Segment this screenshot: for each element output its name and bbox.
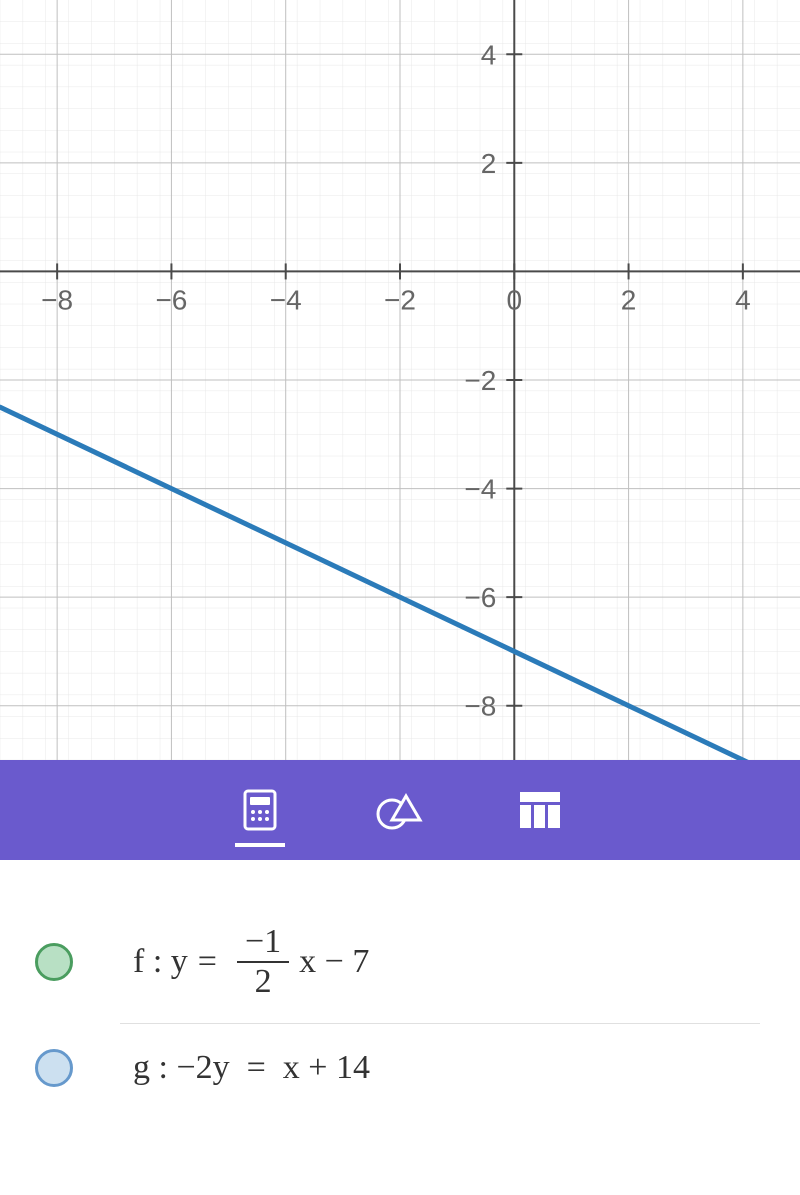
fraction: −1 2 <box>237 925 289 999</box>
svg-text:4: 4 <box>735 284 751 315</box>
equation-text-g: g : −2y = x + 14 <box>133 1049 370 1087</box>
svg-text:−6: −6 <box>464 582 496 613</box>
svg-text:0: 0 <box>506 284 522 315</box>
view-toolbar <box>0 760 800 860</box>
graph-canvas[interactable]: −8 −6 −4 −2 0 2 4 −8 −6 −4 −2 2 4 <box>0 0 800 760</box>
graph-panel[interactable]: −8 −6 −4 −2 0 2 4 −8 −6 −4 −2 2 4 <box>0 0 800 760</box>
svg-text:−2: −2 <box>384 284 416 315</box>
eq-suffix: x − 7 <box>299 943 369 981</box>
svg-text:−6: −6 <box>155 284 187 315</box>
equation-row-f[interactable]: f : y = −1 2 x − 7 <box>0 900 800 1024</box>
eq-full: g : −2y = x + 14 <box>133 1049 370 1087</box>
equation-list: f : y = −1 2 x − 7 g : −2y = x + 14 <box>0 860 800 1152</box>
equation-row-g[interactable]: g : −2y = x + 14 <box>0 1024 800 1112</box>
calculator-icon <box>239 789 281 831</box>
fraction-num: −1 <box>237 925 289 963</box>
svg-text:−8: −8 <box>41 284 73 315</box>
svg-text:−8: −8 <box>464 691 496 722</box>
svg-text:−4: −4 <box>464 474 496 505</box>
shapes-icon <box>376 788 424 832</box>
equation-marker-g[interactable] <box>35 1049 73 1087</box>
table-tab[interactable] <box>515 785 565 835</box>
shapes-tab[interactable] <box>375 785 425 835</box>
svg-text:−4: −4 <box>270 284 302 315</box>
equation-text-f: f : y = −1 2 x − 7 <box>133 925 369 999</box>
svg-text:2: 2 <box>481 148 497 179</box>
calculator-tab[interactable] <box>235 785 285 835</box>
svg-text:−2: −2 <box>464 365 496 396</box>
eq-equals: = <box>198 943 217 981</box>
eq-prefix: f : y <box>133 943 188 981</box>
equation-marker-f[interactable] <box>35 943 73 981</box>
svg-text:2: 2 <box>621 284 637 315</box>
table-icon <box>518 790 562 830</box>
fraction-den: 2 <box>247 963 280 999</box>
svg-text:4: 4 <box>481 39 497 70</box>
